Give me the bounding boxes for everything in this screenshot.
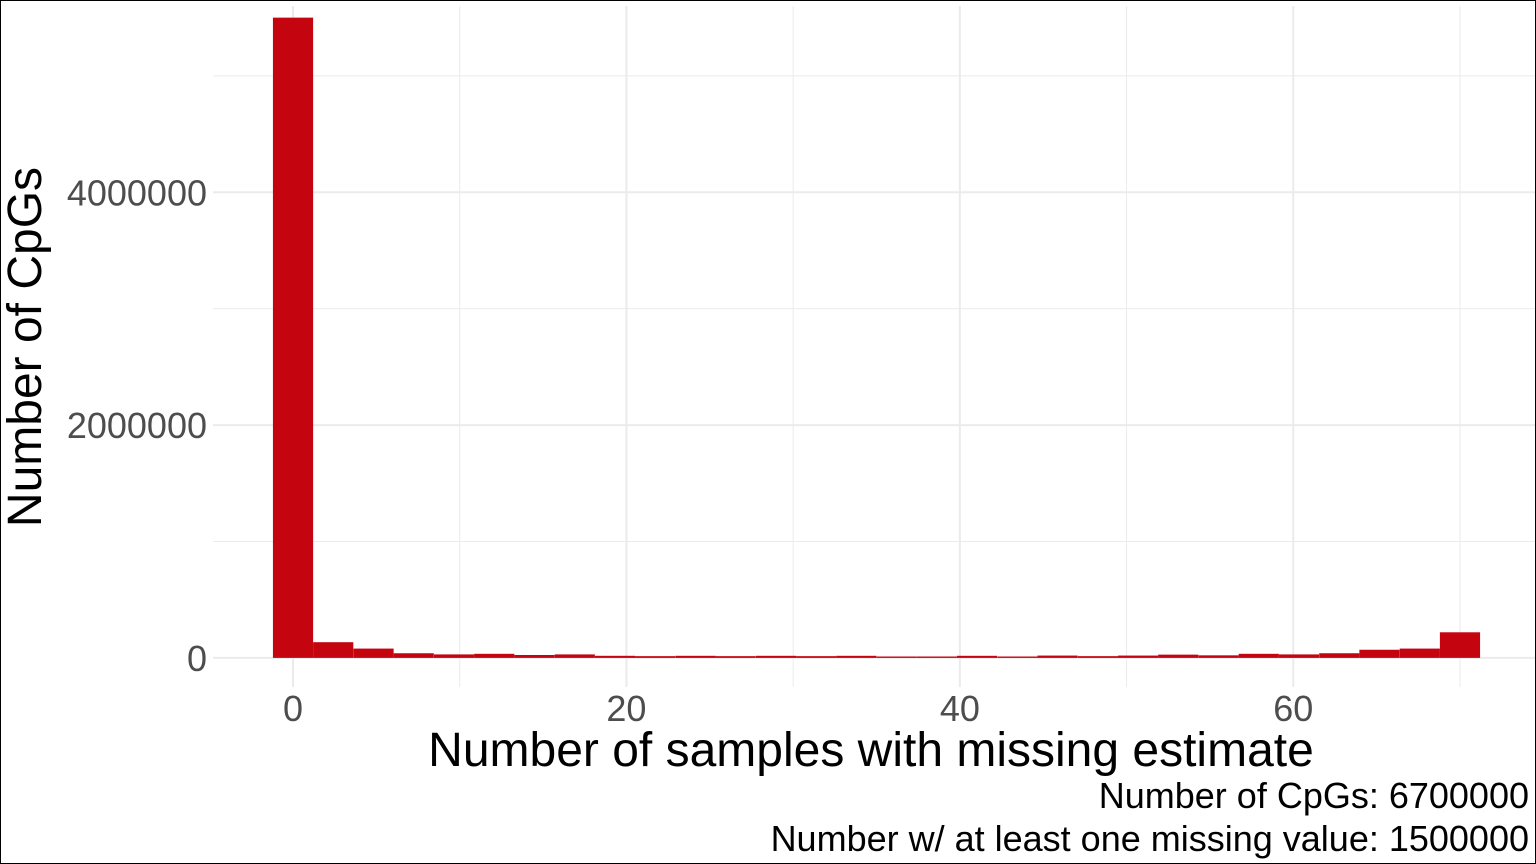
minor-gridlines — [213, 6, 1535, 687]
histogram-bar — [353, 648, 394, 658]
caption-missing-count: Number w/ at least one missing value: 15… — [771, 818, 1529, 859]
histogram-bars — [272, 17, 1481, 658]
x-tick-label: 40 — [940, 688, 980, 729]
histogram-bar — [1077, 656, 1118, 658]
x-tick-label: 20 — [606, 688, 646, 729]
histogram-bar — [836, 655, 877, 658]
histogram-bar — [313, 642, 354, 658]
y-axis-tick-labels: 0 2000000 4000000 — [67, 172, 207, 679]
histogram-bar — [635, 656, 676, 658]
histogram-bar — [796, 656, 837, 658]
major-gridlines — [213, 6, 1535, 687]
histogram-bar — [594, 655, 636, 658]
histogram-bar — [514, 654, 555, 658]
histogram-bar — [1198, 655, 1239, 658]
histogram-bar — [1117, 655, 1159, 658]
histogram-bar — [715, 656, 756, 658]
x-tick-label: 0 — [283, 688, 303, 729]
histogram-bar — [956, 655, 998, 658]
caption-total-cpgs: Number of CpGs: 6700000 — [1099, 775, 1529, 816]
histogram-bar — [1278, 654, 1320, 658]
x-axis-tick-labels: 0 20 40 60 — [283, 688, 1313, 729]
y-tick-label: 2000000 — [67, 405, 207, 446]
histogram-bar — [1319, 653, 1360, 658]
histogram-bar — [1158, 654, 1199, 658]
histogram-bar — [1238, 653, 1279, 658]
histogram-bar — [433, 654, 475, 658]
histogram-bar — [1037, 655, 1078, 658]
y-axis-title: Number of CpGs — [1, 167, 52, 527]
y-tick-label: 4000000 — [67, 172, 207, 213]
y-tick-label: 0 — [187, 638, 207, 679]
histogram-bar — [1399, 648, 1440, 658]
histogram-bar — [272, 17, 314, 658]
histogram-bar — [393, 653, 434, 658]
histogram-bar — [916, 656, 957, 658]
x-axis-title: Number of samples with missing estimate — [428, 724, 1314, 777]
histogram-bar — [755, 655, 797, 658]
histogram-bar — [554, 654, 595, 658]
histogram-bar — [997, 656, 1038, 658]
x-tick-label: 60 — [1273, 688, 1313, 729]
histogram-bar — [876, 656, 917, 658]
histogram-bar — [1439, 632, 1481, 658]
histogram-bar — [675, 655, 716, 658]
histogram-bar — [474, 653, 515, 658]
histogram-bar — [1359, 649, 1400, 658]
